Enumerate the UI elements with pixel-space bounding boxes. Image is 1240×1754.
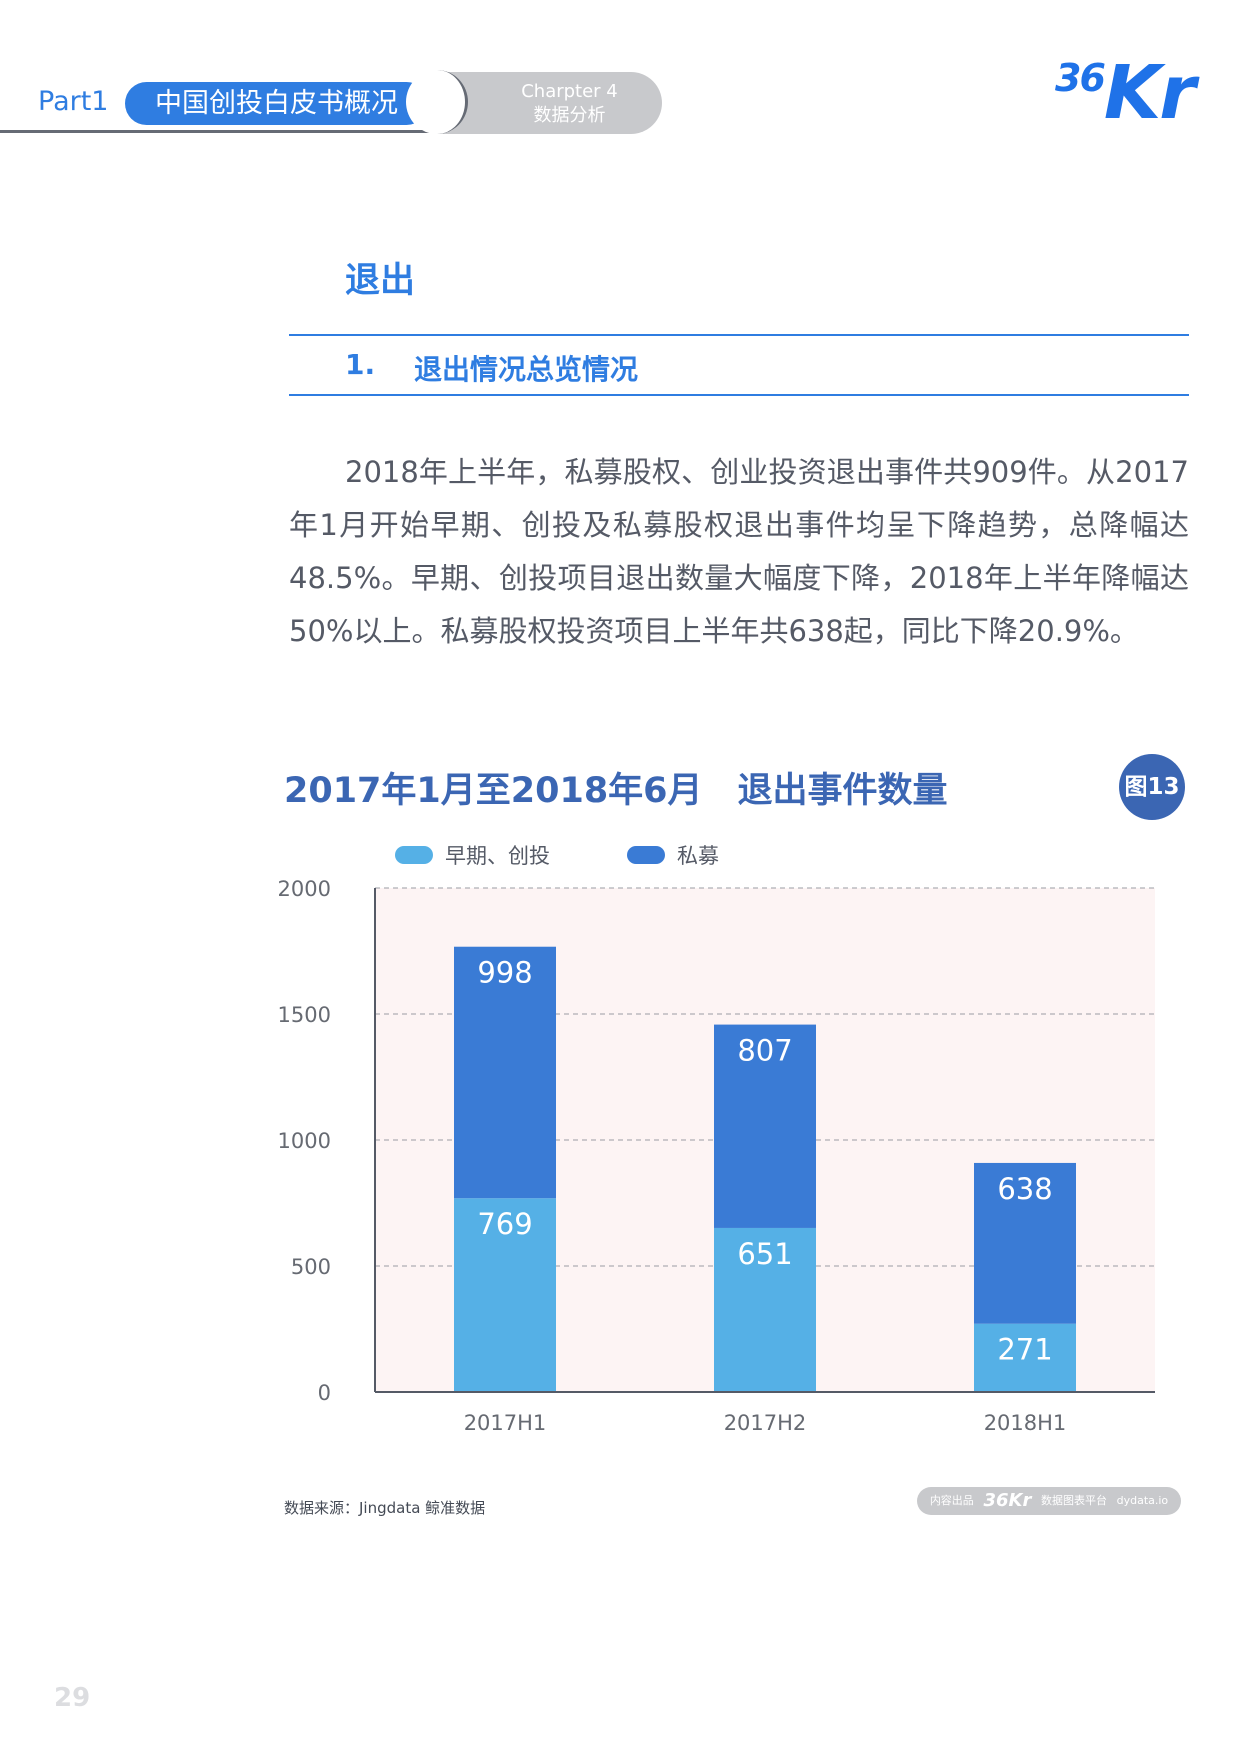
y-tick-label: 500: [291, 1255, 331, 1279]
bar-segment: [974, 1323, 1076, 1392]
bar-value-label: 807: [737, 1034, 792, 1068]
source-note: 数据来源：Jingdata 鲸准数据: [284, 1499, 486, 1517]
footer-credit-badge: 内容出品 36Kr 数据图表平台 dydata.io: [917, 1487, 1181, 1515]
chapter-tab-notch: [406, 70, 468, 134]
bar-segment: [974, 1162, 1076, 1324]
subsection-rule-bottom: [289, 394, 1189, 396]
y-tick-label: 1000: [278, 1129, 331, 1153]
legend-swatch: [627, 846, 665, 864]
credit-producer-label: 内容出品: [929, 1494, 974, 1507]
y-tick-label: 1500: [278, 1003, 331, 1027]
credit-platform-url: dydata.io: [1116, 1494, 1169, 1507]
y-tick-label: 0: [318, 1381, 331, 1405]
subsection-number: 1.: [345, 348, 376, 381]
x-tick-label: 2018H1: [984, 1411, 1067, 1435]
subsection-title: 退出情况总览情况: [414, 353, 639, 386]
legend-label: 早期、创投: [445, 844, 550, 868]
x-tick-label: 2017H1: [464, 1411, 547, 1435]
credit-platform-label: 数据图表平台: [1040, 1494, 1107, 1507]
bar-segment: [454, 1198, 556, 1392]
chart-title: 2017年1月至2018年6月 退出事件数量: [284, 771, 948, 811]
figure-badge: 图13: [1119, 754, 1185, 820]
bar-value-label: 651: [737, 1237, 792, 1271]
chapter-tab: Charpter 4 数据分析: [437, 72, 662, 134]
section-title: 退出: [345, 261, 416, 301]
chapter-subtitle: 数据分析: [533, 105, 606, 126]
legend-label: 私募: [677, 844, 719, 868]
bar-value-label: 271: [997, 1333, 1052, 1367]
bar-segment: [714, 1024, 816, 1228]
legend-swatch: [395, 846, 433, 864]
brand-logo-letters: Kr: [1103, 50, 1196, 136]
subsection-rule-top: [289, 334, 1189, 336]
header-divider: [0, 130, 445, 133]
y-tick-label: 2000: [278, 877, 331, 901]
part-title-pill: 中国创投白皮书概况: [125, 82, 428, 125]
bar-value-label: 769: [477, 1207, 532, 1241]
bar-value-label: 998: [477, 956, 532, 990]
part-label: Part1: [38, 86, 109, 117]
bar-segment: [454, 946, 556, 1199]
brand-logo-number: 36: [1055, 56, 1106, 100]
chapter-title: Charpter 4: [521, 81, 618, 102]
credit-brand: 36Kr: [983, 1490, 1032, 1511]
bar-segment: [714, 1227, 816, 1392]
x-tick-label: 2017H2: [724, 1411, 807, 1435]
page-number: 29: [54, 1683, 91, 1713]
body-paragraph: 2018年上半年，私募股权、创业投资退出事件共909件。从2017年1月开始早期…: [289, 455, 1189, 648]
bar-value-label: 638: [997, 1172, 1052, 1206]
brand-logo: 36Kr: [1055, 56, 1196, 130]
